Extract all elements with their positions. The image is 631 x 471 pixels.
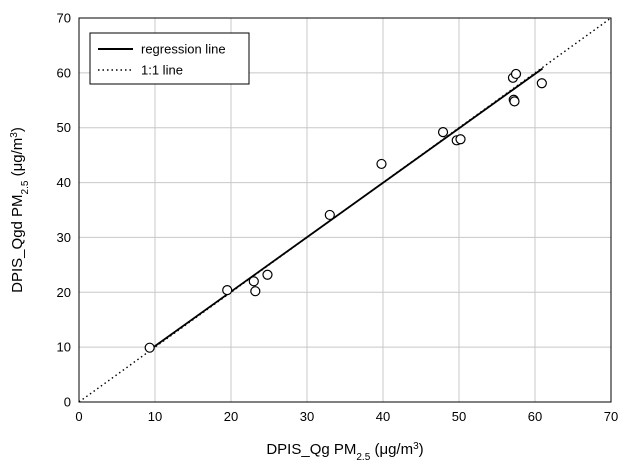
legend-label-identity-line: 1:1 line	[141, 63, 183, 78]
y-axis-label-main: DPIS_Qgd PM	[9, 194, 26, 292]
x-tick-label-50: 50	[452, 409, 466, 424]
x-tick-label-30: 30	[300, 409, 314, 424]
data-point-0	[144, 342, 155, 353]
x-tick-label-10: 10	[148, 409, 162, 424]
legend-box	[89, 32, 250, 85]
y-tick-label-30: 30	[57, 230, 71, 245]
data-point-5	[324, 209, 335, 221]
x-tick-label-40: 40	[376, 409, 390, 424]
data-point-4	[262, 269, 273, 280]
data-point-13	[509, 96, 520, 107]
x-axis-label-unit-close: )	[419, 441, 424, 458]
data-point-11	[510, 68, 522, 80]
x-tick-label-60: 60	[528, 409, 542, 424]
y-axis-label: DPIS_Qgd PM2.5 (μg/m3)	[9, 127, 31, 293]
x-axis-label-unit-open: (μg/m	[370, 441, 413, 458]
data-point-3	[250, 286, 261, 297]
x-tick-label-70: 70	[604, 409, 618, 424]
x-axis-label-unit-superscript: 3	[413, 441, 419, 452]
x-axis-label: DPIS_Qg PM2.5 (μg/m3)	[266, 441, 423, 463]
data-point-2	[248, 276, 259, 287]
y-tick-label-70: 70	[57, 11, 71, 26]
plot-area-border	[78, 17, 612, 403]
y-axis-label-unit-close: )	[9, 127, 26, 132]
data-point-6	[376, 158, 387, 170]
x-axis-label-subscript: 2.5	[356, 452, 370, 463]
y-tick-label-0: 0	[64, 395, 71, 410]
y-tick-label-20: 20	[57, 285, 71, 300]
chart-lines	[78, 17, 612, 403]
grid	[79, 18, 611, 402]
legend-label-regression-line: regression line	[141, 42, 226, 57]
y-axis-label-subscript: 2.5	[20, 180, 31, 194]
data-point-9	[455, 134, 466, 145]
y-tick-label-10: 10	[57, 340, 71, 355]
regression-line	[149, 67, 544, 351]
y-tick-label-40: 40	[57, 175, 71, 190]
y-axis-label-unit-superscript: 3	[9, 132, 20, 138]
x-axis-label-main: DPIS_Qg PM	[266, 441, 356, 458]
y-tick-label-50: 50	[57, 120, 71, 135]
y-tick-labels: 0 10 20 30 40 50 60 70	[57, 11, 71, 410]
data-point-1	[222, 284, 233, 296]
x-tick-label-20: 20	[224, 409, 238, 424]
y-tick-label-60: 60	[57, 65, 71, 80]
x-tick-label-0: 0	[75, 409, 82, 424]
legend: regression line 1:1 line	[89, 32, 250, 85]
x-tick-labels: 0 10 20 30 40 50 60 70	[75, 409, 618, 424]
y-axis-label-unit-open: (μg/m	[9, 138, 26, 181]
data-point-14	[536, 78, 547, 89]
data-point-7	[437, 127, 449, 138]
data-points	[144, 68, 547, 353]
